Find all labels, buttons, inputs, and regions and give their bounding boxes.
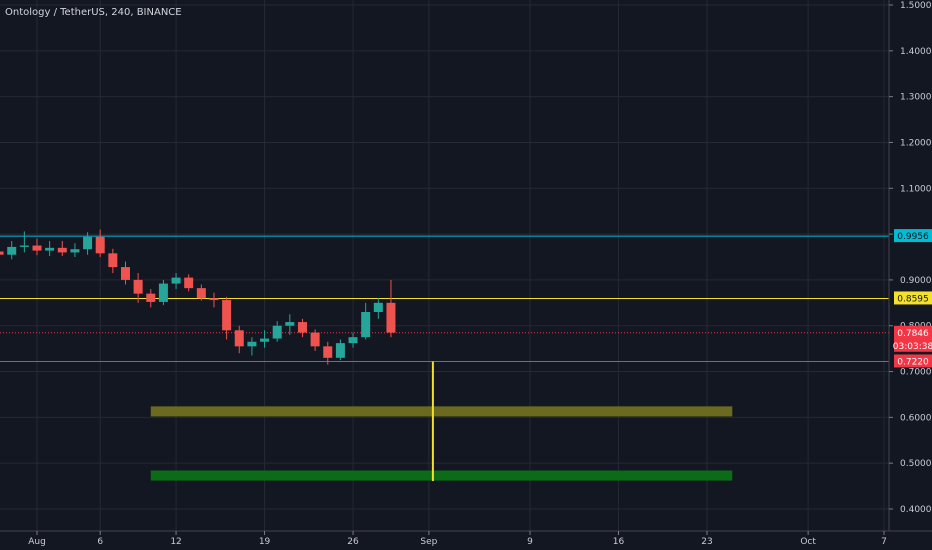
candle-body xyxy=(386,302,396,333)
last-price-tag xyxy=(894,325,932,352)
candle-body xyxy=(95,236,105,254)
candle-body xyxy=(146,293,156,302)
zones xyxy=(150,406,733,481)
candle-body xyxy=(133,279,143,294)
price-tick-label: 1.3000 xyxy=(900,93,932,103)
candle-body xyxy=(108,253,118,268)
candle-body xyxy=(297,322,307,333)
candle-body xyxy=(7,246,17,255)
last-price-tag-label: 0.7846 xyxy=(897,329,929,339)
time-tick-label: Oct xyxy=(800,537,816,547)
price-tick-label: 1.4000 xyxy=(900,47,932,57)
time-tick-label: Aug xyxy=(28,537,46,547)
candle-body xyxy=(45,247,55,251)
time-tick-label: 9 xyxy=(527,537,533,547)
time-tick-label: Sep xyxy=(420,537,437,547)
price-tags: 0.9956 0.8595 0.7220 0.7846 03:03:38 xyxy=(893,229,932,368)
time-tick-label: 16 xyxy=(613,537,625,547)
level-tag xyxy=(894,291,932,305)
candle-body xyxy=(234,330,244,347)
candle-body xyxy=(57,247,67,253)
candle-body xyxy=(32,245,42,251)
candle-body xyxy=(19,245,29,247)
candle-body xyxy=(361,311,371,338)
olive-zone xyxy=(150,406,733,417)
price-tick-label: 0.4000 xyxy=(900,505,932,515)
price-tick-label: 1.5000 xyxy=(900,1,932,11)
candle-body xyxy=(70,249,80,253)
price-tick-label: 0.5000 xyxy=(900,459,932,469)
time-tick-label: 23 xyxy=(701,537,712,547)
candles xyxy=(0,229,396,365)
price-tick-label: 1.1000 xyxy=(900,184,932,194)
candle-body xyxy=(310,332,320,347)
price-tick-label: 0.7000 xyxy=(900,368,932,378)
resistance-tag-label: 0.9956 xyxy=(897,232,929,242)
price-tick-label: 0.9000 xyxy=(900,276,932,286)
support-tag xyxy=(894,354,932,368)
candle-body xyxy=(184,277,194,289)
level-tag-label: 0.8595 xyxy=(897,294,929,304)
time-tick-label: 26 xyxy=(347,537,359,547)
resistance-tag xyxy=(894,229,932,243)
candle-body xyxy=(323,346,333,358)
candle-body xyxy=(83,236,93,250)
green-zone xyxy=(150,470,733,481)
price-tick-label: 0.6000 xyxy=(900,413,932,423)
candle-body xyxy=(373,302,383,312)
candle-body xyxy=(120,267,130,280)
candle-body xyxy=(222,300,232,331)
candle-body xyxy=(335,343,345,358)
candle-body xyxy=(348,337,358,344)
candle-body xyxy=(260,338,270,342)
candle-body xyxy=(196,288,206,299)
candle-body xyxy=(247,341,257,347)
candle-body xyxy=(285,322,295,326)
time-axis[interactable]: Aug 6 12 19 26 Sep 9 16 23 Oct 7 xyxy=(28,531,887,547)
candle-body xyxy=(171,277,181,284)
support-tag-label: 0.7220 xyxy=(897,357,929,367)
candle-body xyxy=(158,283,168,302)
time-tick-label: 6 xyxy=(97,537,103,547)
grid-lines xyxy=(0,0,889,531)
candle-body xyxy=(209,298,219,301)
chart-title: Ontology / TetherUS, 240, BINANCE xyxy=(5,7,182,18)
price-tick-label: 1.2000 xyxy=(900,138,932,148)
candle-body xyxy=(272,325,282,339)
candle-body xyxy=(0,251,4,255)
countdown-label: 03:03:38 xyxy=(893,342,932,352)
time-tick-label: 19 xyxy=(259,537,271,547)
time-tick-label: 7 xyxy=(881,537,887,547)
time-tick-label: 12 xyxy=(170,537,181,547)
